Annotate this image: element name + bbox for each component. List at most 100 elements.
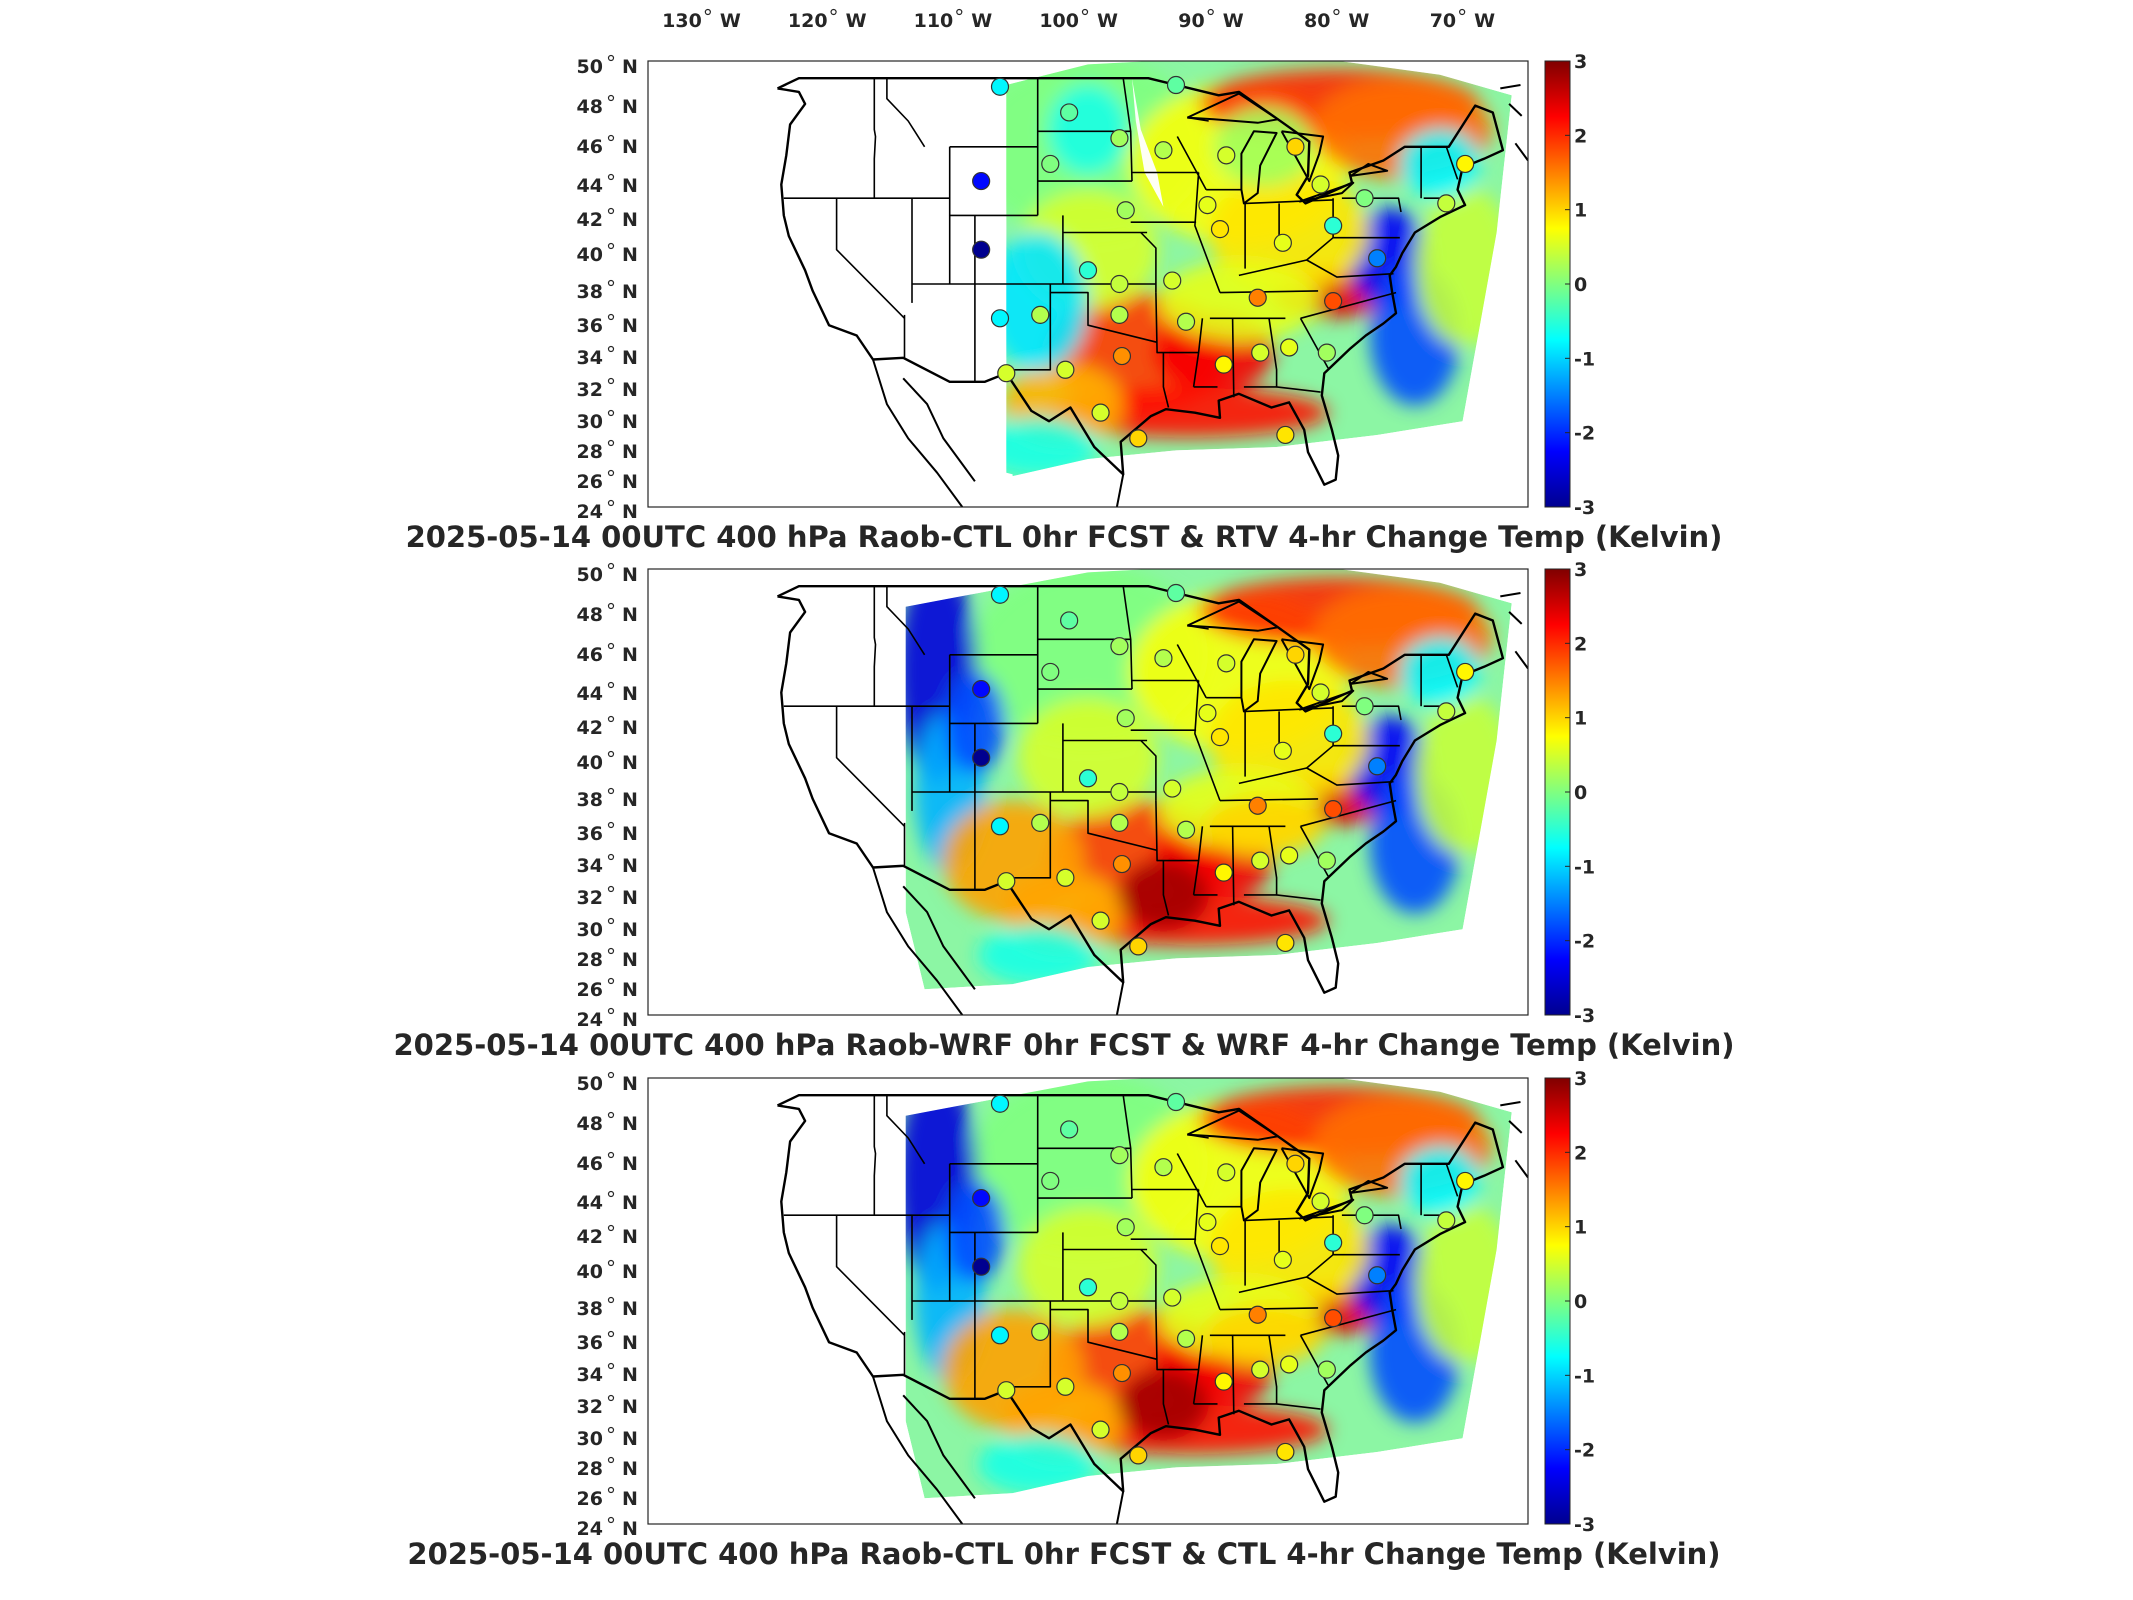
station-marker[interactable] <box>1355 1206 1374 1225</box>
station-marker[interactable] <box>1041 662 1060 682</box>
station-marker[interactable] <box>1286 1154 1305 1173</box>
station-marker[interactable] <box>1217 654 1236 673</box>
station-marker[interactable] <box>990 1326 1010 1345</box>
station-marker[interactable] <box>1116 201 1135 220</box>
station-marker[interactable] <box>1456 154 1475 174</box>
station-marker[interactable] <box>990 1094 1010 1113</box>
station-marker[interactable] <box>1276 425 1295 445</box>
station-marker[interactable] <box>972 679 991 699</box>
station-marker[interactable] <box>1166 583 1186 603</box>
station-marker[interactable] <box>1060 1120 1079 1139</box>
station-marker[interactable] <box>1276 933 1295 953</box>
station-marker[interactable] <box>1324 1309 1343 1328</box>
station-marker[interactable] <box>1110 305 1129 324</box>
station-marker[interactable] <box>1176 312 1196 331</box>
station-marker[interactable] <box>997 1381 1016 1400</box>
station-marker[interactable] <box>1176 1329 1196 1348</box>
station-marker[interactable] <box>1248 1305 1267 1324</box>
station-marker[interactable] <box>997 364 1016 383</box>
station-marker[interactable] <box>1324 800 1343 819</box>
station-marker[interactable] <box>1324 216 1343 235</box>
station-marker[interactable] <box>1129 429 1148 448</box>
station-marker[interactable] <box>1056 360 1075 379</box>
station-marker[interactable] <box>1091 911 1110 930</box>
station-marker[interactable] <box>1248 288 1267 307</box>
station-marker[interactable] <box>1056 868 1075 887</box>
station-marker[interactable] <box>1214 355 1233 374</box>
station-marker[interactable] <box>1355 697 1374 716</box>
station-marker[interactable] <box>1324 292 1343 311</box>
station-marker[interactable] <box>1154 649 1173 668</box>
station-marker[interactable] <box>1060 103 1079 122</box>
station-marker[interactable] <box>1273 741 1292 760</box>
station-marker[interactable] <box>1031 813 1050 832</box>
station-marker[interactable] <box>1110 1322 1129 1341</box>
station-marker[interactable] <box>1251 343 1270 362</box>
station-marker[interactable] <box>1078 769 1098 788</box>
station-marker[interactable] <box>1324 724 1343 743</box>
station-marker[interactable] <box>1091 403 1110 422</box>
station-marker[interactable] <box>990 817 1010 836</box>
station-marker[interactable] <box>1217 1163 1236 1182</box>
station-marker[interactable] <box>1286 645 1305 664</box>
station-marker[interactable] <box>1280 338 1299 357</box>
station-marker[interactable] <box>1437 1211 1456 1230</box>
station-marker[interactable] <box>1273 1250 1292 1269</box>
station-marker[interactable] <box>1112 346 1132 366</box>
station-marker[interactable] <box>1317 851 1336 870</box>
station-marker[interactable] <box>1311 1192 1330 1211</box>
station-marker[interactable] <box>990 309 1010 328</box>
station-marker[interactable] <box>1286 137 1305 156</box>
station-marker[interactable] <box>1368 1266 1387 1285</box>
station-marker[interactable] <box>1110 129 1129 148</box>
station-marker[interactable] <box>1129 937 1148 956</box>
station-marker[interactable] <box>1129 1446 1148 1465</box>
station-marker[interactable] <box>1210 728 1230 747</box>
station-marker[interactable] <box>1210 220 1230 239</box>
station-marker[interactable] <box>1110 1146 1129 1165</box>
station-marker[interactable] <box>1163 779 1182 798</box>
station-marker[interactable] <box>1210 1237 1230 1256</box>
station-marker[interactable] <box>1437 194 1456 213</box>
station-marker[interactable] <box>1276 1442 1295 1462</box>
station-marker[interactable] <box>1110 813 1129 832</box>
station-marker[interactable] <box>1456 1171 1475 1191</box>
station-marker[interactable] <box>1110 1291 1129 1311</box>
station-marker[interactable] <box>1355 189 1374 208</box>
station-marker[interactable] <box>1311 175 1330 194</box>
station-marker[interactable] <box>1280 846 1299 865</box>
station-marker[interactable] <box>1116 1218 1135 1237</box>
station-marker[interactable] <box>1280 1355 1299 1374</box>
station-marker[interactable] <box>1060 611 1079 630</box>
station-marker[interactable] <box>1041 154 1060 174</box>
station-marker[interactable] <box>1166 75 1186 95</box>
station-marker[interactable] <box>1273 233 1292 252</box>
station-marker[interactable] <box>1317 343 1336 362</box>
station-marker[interactable] <box>1031 1322 1050 1341</box>
station-marker[interactable] <box>972 171 991 191</box>
station-marker[interactable] <box>1078 261 1098 280</box>
station-marker[interactable] <box>1163 271 1182 290</box>
station-marker[interactable] <box>972 1257 991 1276</box>
station-marker[interactable] <box>1251 1360 1270 1379</box>
station-marker[interactable] <box>990 77 1010 96</box>
station-marker[interactable] <box>1031 305 1050 324</box>
station-marker[interactable] <box>972 1188 991 1208</box>
station-marker[interactable] <box>1110 274 1129 294</box>
station-marker[interactable] <box>1198 703 1217 723</box>
station-marker[interactable] <box>1214 1372 1233 1391</box>
station-marker[interactable] <box>1456 662 1475 682</box>
station-marker[interactable] <box>1217 146 1236 165</box>
station-marker[interactable] <box>1163 1288 1182 1307</box>
station-marker[interactable] <box>1368 757 1387 776</box>
station-marker[interactable] <box>1112 854 1132 874</box>
station-marker[interactable] <box>1324 1233 1343 1252</box>
station-marker[interactable] <box>1176 820 1196 839</box>
station-marker[interactable] <box>1041 1171 1060 1191</box>
station-marker[interactable] <box>997 872 1016 891</box>
station-marker[interactable] <box>1166 1092 1186 1112</box>
station-marker[interactable] <box>1154 1158 1173 1177</box>
station-marker[interactable] <box>1056 1377 1075 1396</box>
station-marker[interactable] <box>972 748 991 767</box>
station-marker[interactable] <box>1110 637 1129 656</box>
